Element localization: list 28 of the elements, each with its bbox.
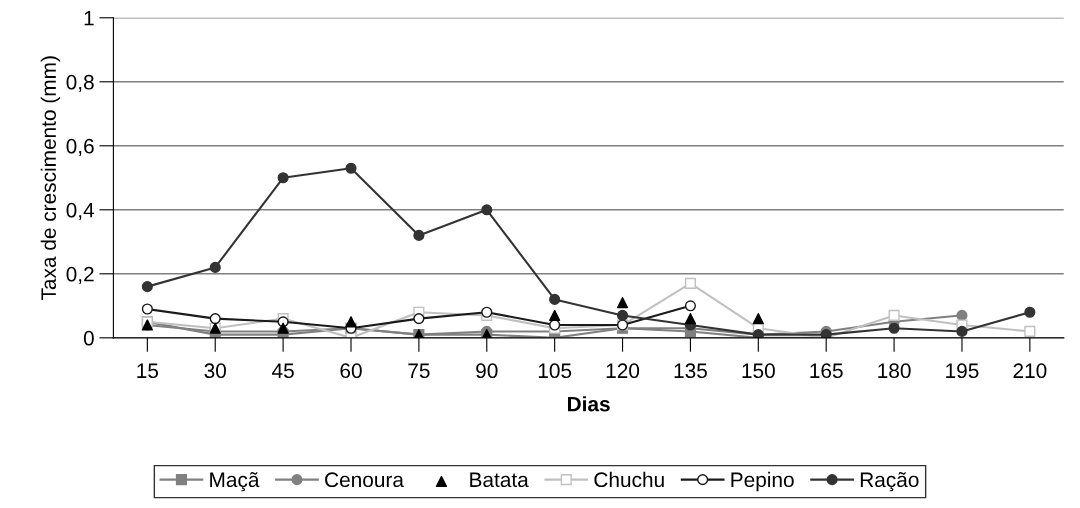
legend-label: Batata [470,472,529,488]
x-tick-label: 75 [408,363,430,379]
x-tick-label: 30 [204,363,226,379]
y-tick-label: 1 [84,11,94,26]
y-tick-label: 0,2 [66,266,94,285]
x-tick-label: 120 [606,363,640,379]
x-tick-label: 105 [538,363,572,379]
legend-label: Pepino [731,471,794,492]
x-tick-label: 60 [340,363,362,379]
x-tick-label: 195 [946,363,979,379]
legend-label: Ração [860,471,919,492]
y-axis-title: Taxa de crescimento (mm) [40,56,61,301]
legend-label: Maçã [210,471,260,492]
x-axis-title: Dias [567,396,610,412]
x-tick-label: 165 [810,363,843,379]
x-tick-label: 150 [742,363,775,379]
y-tick-label: 0 [83,330,94,346]
x-tick-label: 210 [1013,363,1047,379]
y-tick-label: 0,4 [66,202,95,221]
x-tick-label: 90 [476,363,498,379]
y-tick-label: 0,8 [66,74,94,92]
x-tick-label: 180 [878,363,911,379]
x-tick-label: 135 [674,363,707,379]
legend-label: Cenoura [325,472,404,488]
x-tick-label: 45 [272,363,294,379]
y-tick-label: 0,6 [66,138,94,157]
x-tick-label: 15 [137,363,159,379]
legend-label: Chuchu [594,471,664,488]
